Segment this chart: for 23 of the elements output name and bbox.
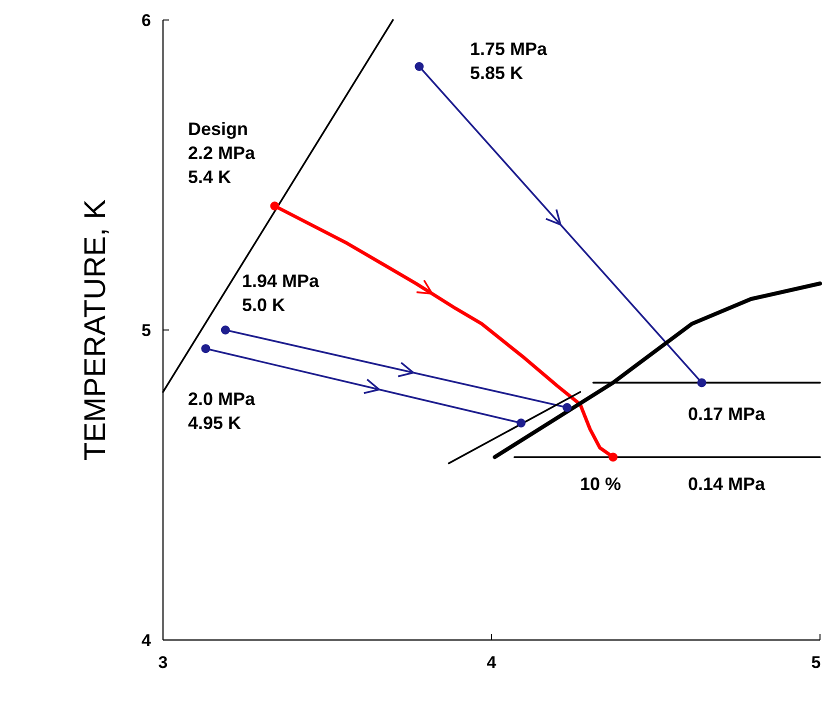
annotation: 10 % [580,474,622,494]
point [220,326,230,334]
annotation: 1.75 MPa 5.85 K [470,39,548,83]
y-tick-label: 4 [142,630,152,650]
line-series [492,282,822,460]
point [414,62,424,71]
point [608,452,618,462]
annotation: 0.17 MPa [688,404,766,424]
y-tick-label: 5 [142,320,151,340]
x-tick-label: 3 [158,653,168,672]
point [562,403,572,412]
y-tick-label: 6 [142,10,151,30]
point [270,202,280,210]
annotation: 2.0 MPa 4.95 K [188,389,256,433]
annotation: 1.94 MPa 5.0 K [242,271,320,315]
x-tick-label: 5 [811,653,821,672]
x-tick-label: 4 [486,653,497,672]
annotation: Design 2.2 MPa 5.4 K [188,119,256,187]
point [201,344,210,354]
point [697,378,706,388]
annotation: 0.14 MPa [688,474,766,494]
y-axis-title: TEMPERATURE, K [79,199,112,461]
point [516,418,526,428]
